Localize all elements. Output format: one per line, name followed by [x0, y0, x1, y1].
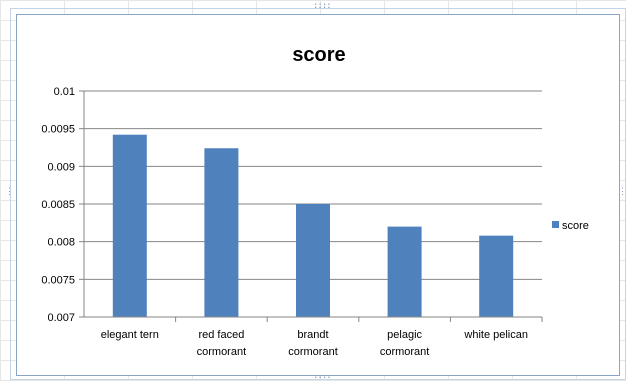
legend-label: score	[562, 220, 589, 232]
bar[interactable]	[479, 235, 514, 317]
x-tick-label: red faced cormorant	[197, 329, 247, 358]
resize-handle-right[interactable]: ⋮	[618, 187, 626, 197]
chart-title: score	[292, 44, 345, 66]
bar[interactable]	[296, 204, 330, 317]
legend: score	[552, 220, 589, 232]
resize-handle-bottom[interactable]: ::::	[313, 372, 332, 381]
x-tick-label: white pelican	[463, 329, 528, 341]
y-tick-label: 0.01	[54, 86, 75, 98]
axes	[79, 90, 543, 322]
y-tick-label: 0.0075	[41, 274, 75, 286]
x-tick-label: brandt cormorant	[288, 329, 338, 358]
legend-swatch	[552, 221, 559, 228]
x-tick-label: elegant tern	[101, 329, 159, 341]
y-tick-label: 0.007	[47, 312, 75, 324]
bar-chart: score 0.0070.00750.0080.00850.0090.00950…	[41, 44, 589, 358]
resize-handle-top[interactable]: ::::	[313, 1, 332, 11]
x-tick-label: pelagic cormorant	[380, 329, 430, 358]
y-tick-label: 0.008	[47, 237, 75, 249]
y-tick-label: 0.0095	[41, 124, 75, 136]
chart-area[interactable]: score 0.007 0.0075 0.008 0.0085 0.009 0.0095 0…	[16, 14, 620, 376]
bars	[112, 134, 514, 317]
tick-labels: 0.007 0.0075 0.008 0.0085 0.009 0.0095 0.01 ele…	[41, 86, 528, 358]
resize-handle-left[interactable]: ⋮	[5, 187, 14, 197]
bar[interactable]	[387, 226, 422, 317]
y-tick-label: 0.0085	[41, 199, 75, 211]
bar[interactable]	[112, 134, 147, 317]
bar[interactable]	[204, 148, 239, 317]
y-tick-label: 0.009	[47, 161, 75, 173]
